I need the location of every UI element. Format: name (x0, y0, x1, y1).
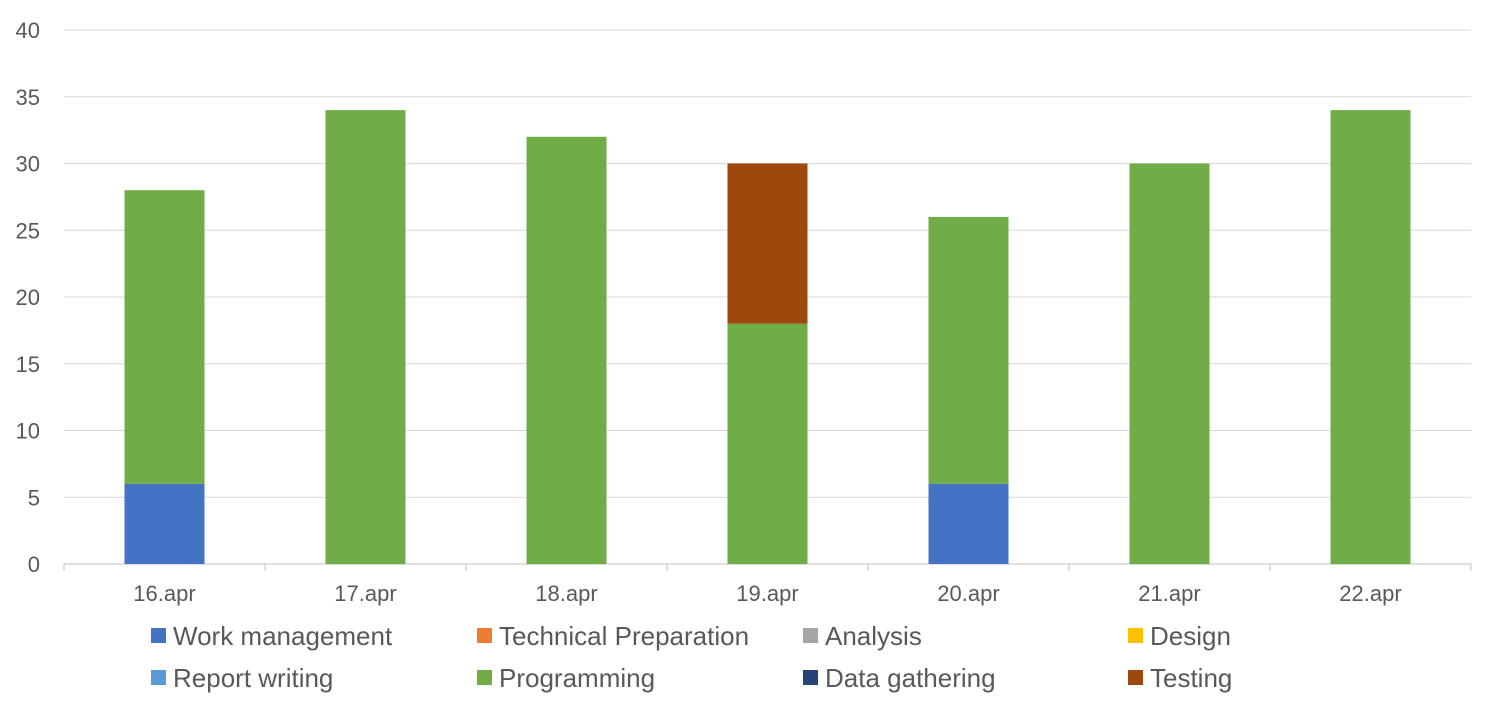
x-tick-label: 21.apr (1138, 581, 1200, 606)
y-tick-label: 5 (28, 485, 40, 510)
y-tick-label: 25 (16, 218, 40, 243)
y-tick-label: 40 (16, 18, 40, 43)
legend-item-work-management: Work management (151, 621, 393, 651)
legend-swatch (1128, 670, 1143, 685)
legend-label: Analysis (825, 621, 922, 651)
y-tick-label: 0 (28, 552, 40, 577)
legend-item-programming: Programming (477, 663, 655, 693)
legend-label: Design (1150, 621, 1231, 651)
bars (124, 110, 1411, 565)
legend-swatch (1128, 628, 1143, 643)
y-tick-label: 35 (16, 85, 40, 110)
y-tick-label: 20 (16, 285, 40, 310)
x-tick-label: 20.apr (937, 581, 999, 606)
legend-swatch (477, 670, 492, 685)
x-tick-label: 19.apr (736, 581, 798, 606)
legend-swatch (803, 628, 818, 643)
legend-label: Testing (1150, 663, 1232, 693)
x-tick-label: 17.apr (334, 581, 396, 606)
bar-segment-programming-16-apr (124, 190, 205, 484)
legend-item-report-writing: Report writing (151, 663, 333, 693)
x-axis (63, 563, 1472, 571)
y-axis-tick-labels: 0 5 10 15 20 25 30 35 40 (16, 18, 40, 577)
legend-swatch (151, 628, 166, 643)
y-tick-label: 10 (16, 419, 40, 444)
x-tick-label: 18.apr (535, 581, 597, 606)
legend-item-analysis: Analysis (803, 621, 922, 651)
bar-segment-programming-17-apr (325, 110, 406, 564)
legend: Work management Technical Preparation Anal… (151, 621, 1232, 693)
legend-swatch (151, 670, 166, 685)
legend-item-data-gathering: Data gathering (803, 663, 996, 693)
bar-segment-work-management-16-apr (124, 483, 205, 564)
legend-item-design: Design (1128, 621, 1231, 651)
bar-segment-testing-19-apr (727, 163, 808, 324)
legend-swatch (803, 670, 818, 685)
bar-segment-programming-22-apr (1330, 110, 1411, 564)
y-tick-label: 15 (16, 352, 40, 377)
legend-label: Data gathering (825, 663, 996, 693)
legend-label: Report writing (173, 663, 333, 693)
x-tick-label: 16.apr (133, 581, 195, 606)
bar-segment-programming-18-apr (526, 136, 607, 565)
legend-item-technical-preparation: Technical Preparation (477, 621, 749, 651)
legend-swatch (477, 628, 492, 643)
x-tick-label: 22.apr (1339, 581, 1401, 606)
legend-label: Technical Preparation (499, 621, 749, 651)
legend-label: Work management (173, 621, 393, 651)
bar-segment-programming-21-apr (1129, 163, 1210, 564)
legend-item-testing: Testing (1128, 663, 1232, 693)
y-tick-label: 30 (16, 152, 40, 177)
legend-label: Programming (499, 663, 655, 693)
bar-segment-programming-19-apr (727, 323, 808, 564)
x-axis-tick-labels: 16.apr 17.apr 18.apr 19.apr 20.apr 21.apr 22.a… (133, 581, 1401, 606)
bar-segment-programming-20-apr (928, 216, 1009, 484)
bar-segment-work-management-20-apr (928, 483, 1009, 564)
